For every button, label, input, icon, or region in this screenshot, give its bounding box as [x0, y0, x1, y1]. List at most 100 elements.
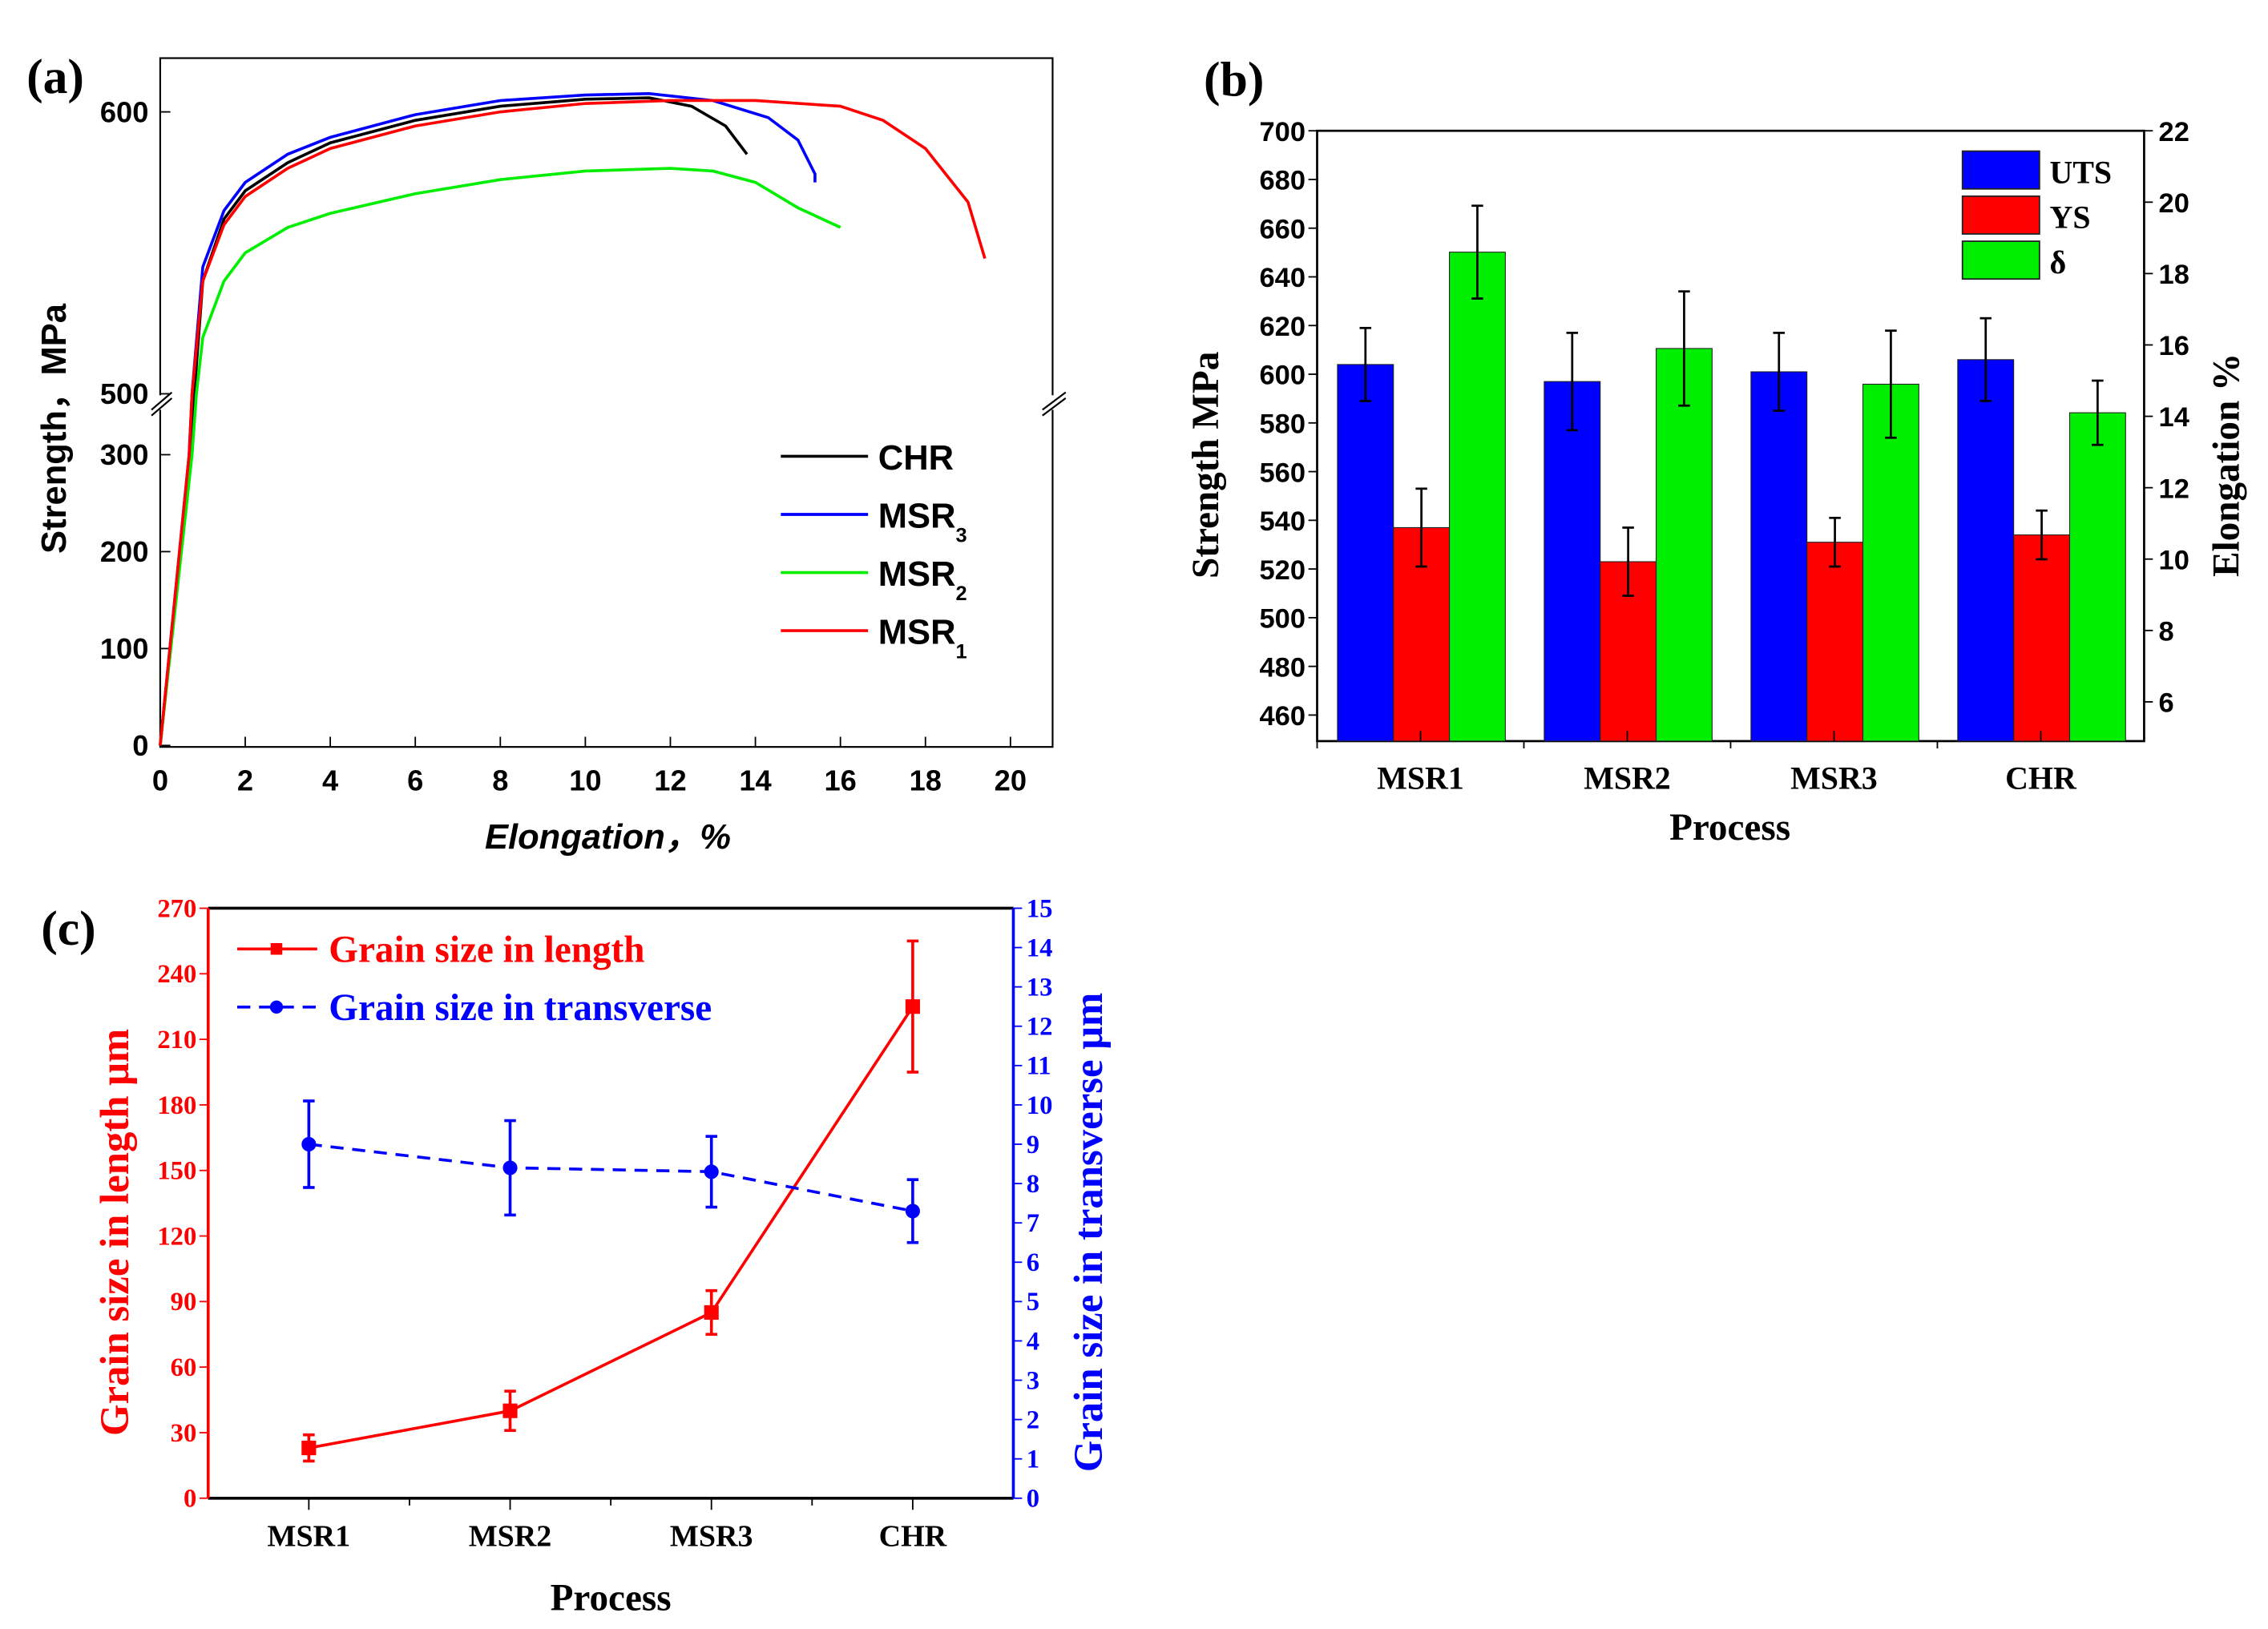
y-right-tick-label: 3 — [1027, 1366, 1039, 1395]
bar-uts-msr2 — [1544, 381, 1601, 742]
panel-a-label: (a) — [26, 50, 84, 104]
panel-b-label: (b) — [1204, 53, 1264, 107]
panel-b: (b) Process Strength MPa Elongation % MS… — [1185, 53, 2247, 849]
x-tick-label: 2 — [237, 764, 253, 797]
data-point-circle — [301, 1136, 317, 1152]
axis-break-mark — [1042, 391, 1067, 411]
x-tick-label: 12 — [654, 764, 686, 797]
legend-label-subscript: 2 — [956, 583, 967, 605]
y-right-tick-label: 0 — [1027, 1485, 1039, 1514]
y-tick-label: 120 — [157, 1222, 196, 1251]
y-tick-label: 580 — [1260, 409, 1306, 440]
legend-label: δ — [2050, 244, 2067, 280]
panel-a-ylabel: Strength，MPa — [35, 303, 74, 554]
legend-label: MSR1 — [878, 613, 967, 663]
y-tick-label: 210 — [157, 1026, 196, 1054]
y-tick-label: 660 — [1260, 214, 1306, 244]
x-tick-label: MSR3 — [1790, 760, 1878, 796]
x-tick-label: CHR — [879, 1520, 947, 1554]
y-tick-label: 60 — [171, 1353, 197, 1382]
y-right-tick-label: 9 — [1027, 1131, 1039, 1159]
y-tick-label: 30 — [171, 1419, 197, 1448]
legend-label: CHR — [878, 439, 954, 478]
y-right-tick-label: 2 — [1027, 1405, 1039, 1434]
x-tick-label: 20 — [995, 764, 1027, 797]
series-line-msr3 — [159, 91, 817, 746]
panel-c-label: (c) — [41, 901, 95, 956]
y-tick-label: 480 — [1260, 652, 1306, 683]
y-tick-label: 500 — [100, 377, 149, 410]
panel-c-ylabel: Grain size in length μm — [92, 1029, 137, 1436]
y-right-tick-label: 12 — [1027, 1013, 1053, 1042]
y-tick-label: 600 — [1260, 361, 1306, 391]
y-tick-label: 0 — [184, 1485, 196, 1514]
bar-uts-msr3 — [1750, 371, 1808, 742]
x-tick-label: 14 — [739, 764, 771, 797]
y-right-tick-label: 10 — [2159, 545, 2189, 575]
x-tick-label: 16 — [824, 764, 856, 797]
series-line-msr1 — [159, 99, 987, 746]
y-tick-label: 100 — [100, 632, 149, 665]
y-right-tick-label: 7 — [1027, 1209, 1039, 1238]
x-tick-label: MSR1 — [268, 1520, 351, 1554]
panel-a-xlabel: Elongation，% — [485, 818, 731, 857]
x-tick-label: MSR3 — [670, 1520, 753, 1554]
panel-c-xlabel: Process — [551, 1577, 672, 1619]
axis-break-mark — [1042, 397, 1067, 417]
y-right-tick-label: 12 — [2159, 474, 2189, 504]
y-tick-label: 460 — [1260, 701, 1306, 732]
series-line-transverse — [309, 1143, 914, 1213]
x-tick-label: MSR2 — [469, 1520, 552, 1554]
panel-b-ylabel: Strength MPa — [1185, 352, 1227, 579]
bar-ys-msr3 — [1806, 542, 1864, 742]
y-right-tick-label: 4 — [1027, 1327, 1039, 1356]
legend-label: MSR3 — [878, 497, 967, 546]
y-tick-label: 500 — [1260, 604, 1306, 635]
y-right-tick-label: 6 — [1027, 1248, 1039, 1277]
legend-label: Grain size in length — [329, 929, 644, 971]
y-tick-label: 700 — [1260, 117, 1306, 147]
x-tick-label: CHR — [2005, 760, 2077, 796]
axis-break-mark — [151, 391, 173, 411]
y-tick-label: 620 — [1260, 312, 1306, 342]
y-right-tick-label: 8 — [2159, 617, 2174, 647]
legend-marker-circle — [269, 1000, 284, 1014]
x-tick-label: 10 — [569, 764, 601, 797]
series-line-length — [309, 1006, 914, 1450]
legend-label: UTS — [2050, 155, 2113, 191]
panel-c: (c) Process Grain size in length μm Grai… — [41, 894, 1111, 1619]
x-tick-label: 4 — [322, 764, 338, 797]
y-right-tick-label: 14 — [1027, 933, 1053, 962]
y-right-tick-label: 16 — [2159, 331, 2189, 361]
y-tick-label: 270 — [157, 894, 196, 923]
x-tick-label: 18 — [910, 764, 942, 797]
y-right-tick-label: 20 — [2159, 188, 2189, 219]
y-right-tick-label: 22 — [2159, 117, 2189, 147]
bar-δ-msr1 — [1448, 252, 1506, 742]
y-tick-label: 240 — [157, 960, 196, 989]
panel-a: (a) Elongation，% Strength，MPa 0 2 4 6 8 10 12 1… — [26, 50, 1067, 857]
y-tick-label: 150 — [157, 1157, 196, 1186]
y-tick-label: 540 — [1260, 506, 1306, 537]
y-tick-label: 600 — [100, 95, 149, 128]
y-tick-label: 300 — [100, 438, 149, 471]
legend-label-subscript: 1 — [956, 641, 967, 663]
data-point-square — [301, 1440, 317, 1456]
y-right-tick-label: 5 — [1027, 1288, 1039, 1317]
data-point-circle — [905, 1204, 920, 1219]
data-point-square — [502, 1403, 518, 1418]
panel-b-ylabel-right: Elongation % — [2205, 353, 2247, 577]
legend-label-subscript: 3 — [956, 524, 967, 546]
data-point-circle — [704, 1164, 719, 1179]
x-tick-label: MSR2 — [1584, 760, 1671, 796]
bar-uts-msr1 — [1337, 364, 1394, 742]
y-tick-label: 520 — [1260, 555, 1306, 586]
legend-swatch-UTS — [1961, 150, 2040, 190]
y-tick-label: 0 — [132, 729, 148, 762]
panel-c-ylabel-right: Grain size in transverse μm — [1066, 993, 1111, 1472]
y-right-tick-label: 15 — [1027, 894, 1053, 923]
data-point-square — [704, 1304, 719, 1321]
series-line-msr2 — [159, 167, 841, 746]
panel-b-xlabel: Process — [1669, 807, 1790, 849]
